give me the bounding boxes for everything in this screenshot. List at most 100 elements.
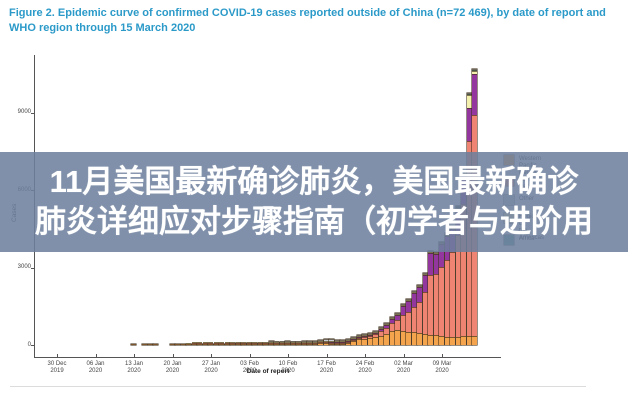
x-tick-mark <box>442 354 443 357</box>
bar <box>406 298 412 345</box>
bar-segment <box>384 322 390 324</box>
bar-segment <box>312 342 318 344</box>
bar-segment <box>329 339 335 341</box>
bar-segment <box>356 334 362 336</box>
bar-segment <box>367 338 373 345</box>
bar-segment <box>373 331 379 333</box>
bar <box>433 251 439 345</box>
bar-segment <box>406 331 412 345</box>
bar-segment <box>202 343 208 344</box>
bar-segment <box>384 334 390 345</box>
bar-segment <box>142 344 148 345</box>
bar-segment <box>279 343 285 345</box>
bar <box>180 344 186 345</box>
bar-segment <box>274 340 280 342</box>
bar-segment <box>400 330 406 345</box>
bar <box>400 303 406 345</box>
bar-segment <box>274 343 280 345</box>
bar <box>241 342 247 345</box>
bar-segment <box>219 342 225 344</box>
bar-segment <box>389 318 395 324</box>
bar-segment <box>274 341 280 343</box>
bar-segment <box>378 331 384 337</box>
bar-segment <box>422 291 428 334</box>
bar <box>345 339 351 345</box>
divider-line <box>10 386 586 387</box>
bar-segment <box>362 334 368 336</box>
figure-caption: Figure 2. Epidemic curve of confirmed CO… <box>9 6 621 36</box>
bar-segment <box>268 342 274 344</box>
bar-segment <box>411 290 417 292</box>
bar-segment <box>367 333 373 335</box>
x-tick-label: 03 Feb 2020 <box>240 361 259 374</box>
x-tick-label: 17 Feb 2020 <box>317 361 336 374</box>
bar-segment <box>340 343 346 345</box>
bar-segment <box>378 326 384 328</box>
x-tick-mark <box>134 354 135 357</box>
bar-segment <box>268 340 274 342</box>
bar <box>268 340 274 345</box>
x-tick-label: 20 Jan 2020 <box>163 361 182 374</box>
bar-segment <box>373 334 379 338</box>
bar <box>323 339 329 345</box>
bar-segment <box>197 342 203 343</box>
bar-segment <box>257 342 263 344</box>
bar <box>395 312 401 345</box>
bar-segment <box>252 342 258 344</box>
bar-segment <box>285 341 291 343</box>
bar-segment <box>318 339 324 342</box>
x-tick-label: 10 Feb 2020 <box>278 361 298 374</box>
bar <box>362 334 368 345</box>
bar-segment <box>378 327 384 329</box>
bar-segment <box>285 342 291 344</box>
bar-segment <box>252 341 258 343</box>
bar-segment <box>345 339 351 341</box>
bar-segment <box>433 251 439 253</box>
bar-segment <box>444 336 450 345</box>
bar <box>351 336 357 345</box>
bar <box>367 332 373 345</box>
bar-segment <box>373 337 379 345</box>
bar-segment <box>296 340 302 342</box>
bar-segment <box>472 68 478 70</box>
bar-segment <box>235 343 241 345</box>
bar <box>274 340 280 345</box>
x-tick-mark <box>288 354 289 357</box>
bar-segment <box>235 342 241 344</box>
x-tick-label: 27 Jan 2020 <box>201 361 220 374</box>
bar-segment <box>285 343 291 345</box>
bar-segment <box>384 323 390 325</box>
bar <box>202 342 208 345</box>
bar-segment <box>340 340 346 342</box>
bar-segment <box>147 344 153 345</box>
bar-segment <box>417 286 423 288</box>
bar-segment <box>406 312 412 332</box>
bar-segment <box>466 335 472 345</box>
bar <box>389 316 395 345</box>
bar-segment <box>246 343 252 345</box>
bar-segment <box>395 314 401 320</box>
bar <box>411 290 417 345</box>
bar <box>334 339 340 345</box>
bar-segment <box>290 341 296 343</box>
bar-segment <box>208 343 214 344</box>
bar <box>230 341 236 345</box>
bar <box>186 343 192 345</box>
bar-segment <box>406 300 412 313</box>
bar-segment <box>323 341 329 343</box>
bar-segment <box>334 343 340 345</box>
bar <box>384 322 390 345</box>
bar-segment <box>329 343 335 345</box>
bar-segment <box>417 301 423 334</box>
y-tick-label: 3000 <box>17 264 31 270</box>
bar-segment <box>433 253 439 274</box>
bar-segment <box>208 342 214 343</box>
bar <box>422 273 428 345</box>
bar-segment <box>466 93 472 95</box>
bar <box>191 342 197 345</box>
bar-segment <box>411 306 417 333</box>
bar-segment <box>406 298 412 300</box>
bar-segment <box>329 340 335 342</box>
bar <box>175 344 181 345</box>
bar-segment <box>274 342 280 344</box>
